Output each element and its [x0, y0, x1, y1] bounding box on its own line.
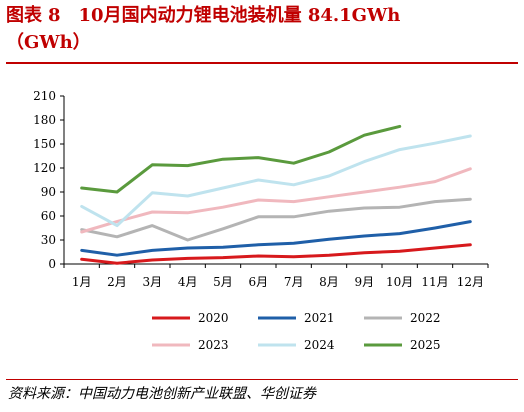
y-tick-label: 150 [33, 137, 56, 151]
legend-label-2025: 2025 [410, 338, 441, 352]
series-line-2022 [80, 197, 472, 242]
title-rule [6, 62, 518, 64]
y-tick-label: 30 [41, 233, 56, 247]
series-line-2023 [80, 167, 472, 234]
y-tick-label: 210 [33, 89, 56, 103]
figure-title-text: 10月国内动力锂电池装机量 84.1GWh [78, 5, 401, 26]
x-tick-label: 4月 [178, 275, 198, 289]
legend-label-2022: 2022 [410, 311, 441, 325]
series-line-2024 [80, 134, 472, 228]
x-tick-label: 10月 [386, 275, 413, 289]
figure-unit: （GWh） [6, 32, 91, 53]
x-tick-label: 9月 [355, 275, 375, 289]
figure-label: 图表 [6, 5, 42, 26]
source-rule [6, 379, 518, 380]
series-line-2025 [80, 124, 402, 194]
legend-label-2020: 2020 [198, 311, 229, 325]
x-tick-label: 1月 [72, 275, 92, 289]
x-tick-label: 3月 [143, 275, 163, 289]
x-tick-label: 6月 [249, 275, 269, 289]
series-line-2020 [80, 243, 472, 265]
y-tick-label: 0 [48, 257, 56, 271]
legend-label-2021: 2021 [304, 311, 335, 325]
y-tick-label: 60 [41, 209, 56, 223]
x-tick-label: 11月 [421, 275, 448, 289]
x-tick-label: 7月 [284, 275, 304, 289]
x-tick-label: 8月 [319, 275, 339, 289]
figure-number: 8 [48, 5, 61, 26]
y-tick-label: 120 [33, 161, 56, 175]
x-tick-label: 5月 [213, 275, 233, 289]
y-tick-label: 180 [33, 113, 56, 127]
y-tick-label: 90 [41, 185, 56, 199]
legend-label-2024: 2024 [304, 338, 335, 352]
x-tick-label: 2月 [107, 275, 127, 289]
series-line-2021 [80, 220, 472, 257]
chart-title: 图表 8 10月国内动力锂电池装机量 84.1GWh （GWh） [6, 2, 518, 56]
legend-label-2023: 2023 [198, 338, 229, 352]
x-tick-label: 12月 [457, 275, 484, 289]
source-note: 资料来源：中国动力电池创新产业联盟、华创证券 [8, 386, 316, 402]
